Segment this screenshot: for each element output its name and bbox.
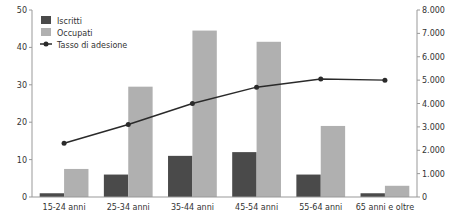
y2-tick-label: 3.000 xyxy=(422,123,445,132)
bar xyxy=(104,175,128,197)
y2-tick xyxy=(417,126,420,127)
y2-tick xyxy=(417,80,420,81)
line-marker xyxy=(318,76,323,81)
bar xyxy=(296,175,320,197)
x-tick-label: 35-44 anni xyxy=(171,203,214,212)
bar xyxy=(168,156,192,197)
y2-tick xyxy=(417,197,420,198)
bar xyxy=(361,193,385,197)
bar xyxy=(40,193,64,197)
line-marker xyxy=(254,85,259,90)
y2-tick-label: 7.000 xyxy=(422,29,445,38)
y2-tick-label: 1.000 xyxy=(422,170,445,179)
x-tick-label: 15-24 anni xyxy=(43,203,86,212)
bar xyxy=(321,126,345,197)
legend-label: Tasso di adesione xyxy=(56,41,127,50)
line-marker xyxy=(382,78,387,83)
x-axis-line xyxy=(32,197,417,198)
y2-tick-label: 2.000 xyxy=(422,146,445,155)
chart-container: 0 10 20 30 40 50 0 1.000 2.000 3.000 4.000 5.000 6.0… xyxy=(0,0,457,219)
line-marker xyxy=(62,141,67,146)
legend-swatch xyxy=(41,16,51,24)
plot-marks xyxy=(40,31,410,197)
y-tick-label: 30 xyxy=(17,81,27,90)
legend: Iscritti Occupati Tasso di adesione xyxy=(40,16,127,50)
legend-swatch xyxy=(41,28,51,36)
y-tick-label: 40 xyxy=(17,43,27,52)
y-tick-label: 50 xyxy=(17,6,27,15)
y2-tick-label: 5.000 xyxy=(422,76,445,85)
bar xyxy=(232,152,256,197)
x-tick-label: 65 anni e oltre xyxy=(356,203,414,212)
bar xyxy=(385,186,409,197)
bar xyxy=(64,169,88,197)
line-marker xyxy=(190,101,195,106)
bar xyxy=(192,31,216,197)
y-tick xyxy=(29,10,32,11)
x-tick-label: 55-64 anni xyxy=(299,203,342,212)
x-tick-label: 45-54 anni xyxy=(235,203,278,212)
y2-tick-label: 0 xyxy=(422,193,427,202)
y2-tick xyxy=(417,103,420,104)
y-tick xyxy=(29,159,32,160)
y-axis-line xyxy=(32,10,33,197)
bar xyxy=(128,87,152,197)
y2-tick xyxy=(417,150,420,151)
y-tick xyxy=(29,84,32,85)
chart-svg: 0 10 20 30 40 50 0 1.000 2.000 3.000 4.000 5.000 6.0… xyxy=(0,0,457,219)
y2-tick-label: 6.000 xyxy=(422,53,445,62)
line xyxy=(64,79,385,143)
legend-label: Iscritti xyxy=(57,17,82,26)
y2-tick xyxy=(417,10,420,11)
line-marker xyxy=(126,122,131,127)
y2-tick xyxy=(417,173,420,174)
y-tick xyxy=(29,47,32,48)
legend-label: Occupati xyxy=(57,29,93,38)
x-tick-label: 25-34 anni xyxy=(107,203,150,212)
y2-tick-label: 4.000 xyxy=(422,100,445,109)
y-tick xyxy=(29,122,32,123)
y2-tick xyxy=(417,33,420,34)
y-tick-label: 0 xyxy=(22,193,27,202)
y2-tick xyxy=(417,56,420,57)
legend-marker xyxy=(44,42,49,47)
y-tick-label: 10 xyxy=(17,156,27,165)
y-tick xyxy=(29,197,32,198)
bar xyxy=(257,42,281,197)
y-tick-label: 20 xyxy=(17,118,27,127)
y2-tick-label: 8.000 xyxy=(422,6,445,15)
